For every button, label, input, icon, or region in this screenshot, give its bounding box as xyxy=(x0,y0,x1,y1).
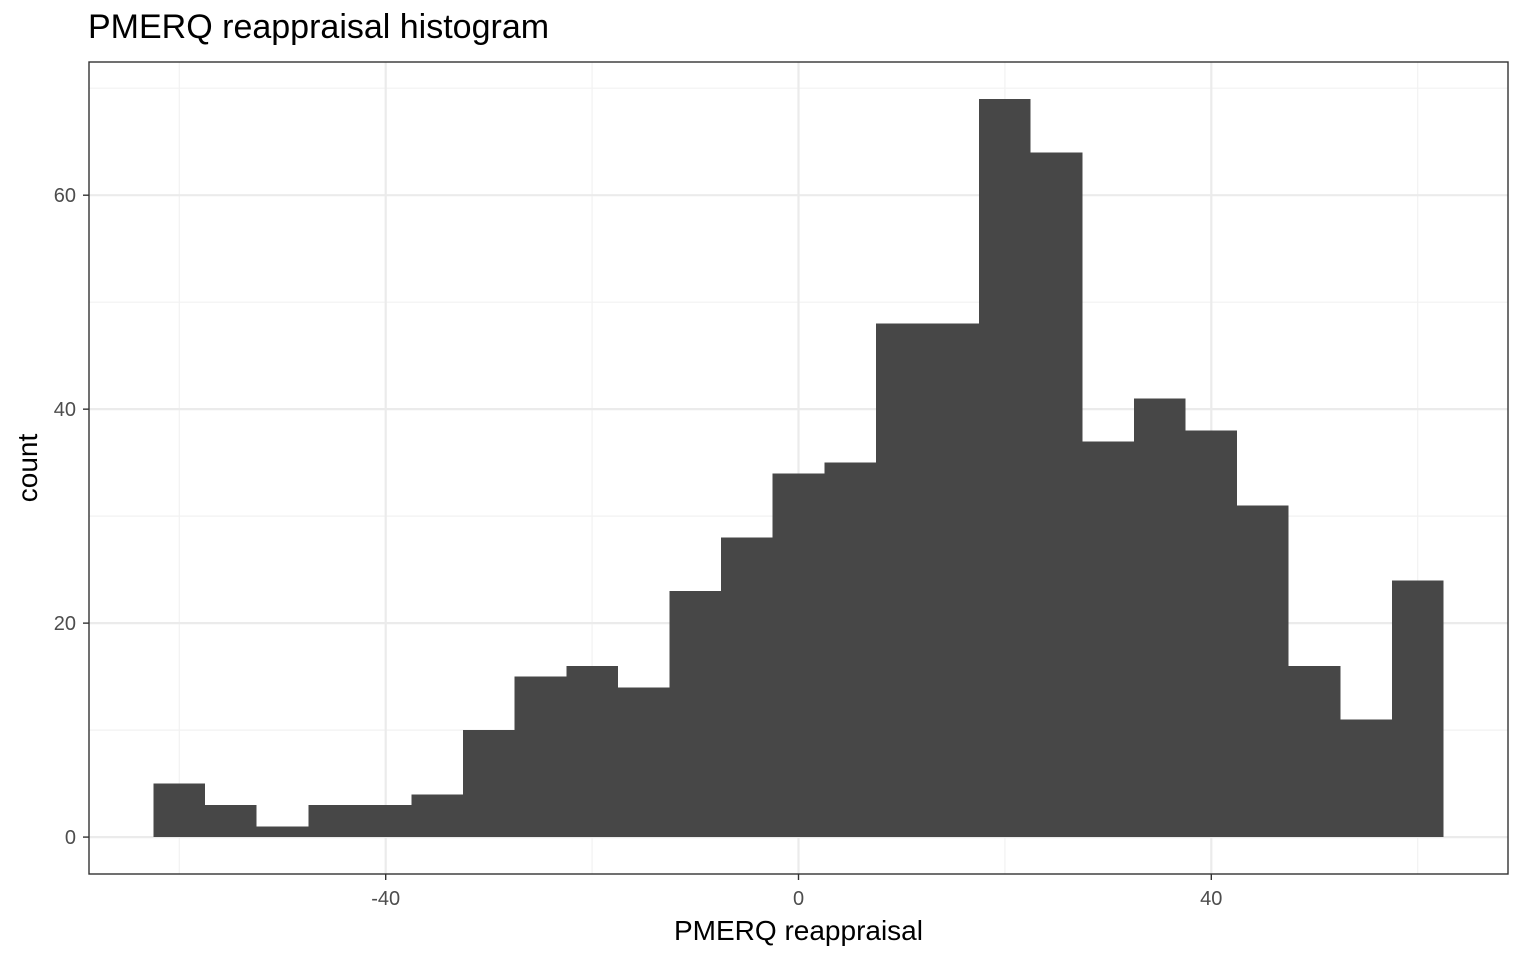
histogram-bar-12 xyxy=(772,473,825,838)
x-tick-label: 0 xyxy=(793,888,804,910)
histogram-bars xyxy=(153,98,1444,838)
histogram-bar-15 xyxy=(927,323,980,838)
histogram-bar-4 xyxy=(359,804,412,838)
histogram-bar-6 xyxy=(463,730,515,838)
histogram-bar-0 xyxy=(153,783,206,838)
histogram-bar-9 xyxy=(617,687,670,838)
y-tick-label: 60 xyxy=(54,185,76,207)
y-tick-label: 20 xyxy=(54,613,76,635)
histogram-bar-10 xyxy=(669,591,722,838)
histogram-bar-16 xyxy=(979,98,1031,838)
histogram-bar-20 xyxy=(1185,430,1238,838)
histogram-bar-8 xyxy=(566,665,618,838)
histogram-bar-21 xyxy=(1237,505,1289,838)
y-tick-label: 0 xyxy=(65,827,76,849)
chart-title: PMERQ reappraisal histogram xyxy=(88,8,550,46)
x-tick-label: -40 xyxy=(371,888,400,910)
y-axis-title: count xyxy=(12,434,43,503)
x-axis-title: PMERQ reappraisal xyxy=(674,915,923,946)
x-axis: -40 0 40 xyxy=(371,874,1222,910)
histogram-bar-7 xyxy=(514,676,567,838)
histogram-bar-11 xyxy=(721,537,773,838)
histogram-bar-23 xyxy=(1340,719,1392,838)
histogram-bar-19 xyxy=(1133,398,1186,838)
histogram-bar-3 xyxy=(308,804,360,838)
histogram-bar-5 xyxy=(411,794,464,838)
x-tick-label: 40 xyxy=(1200,888,1222,910)
histogram-bar-13 xyxy=(824,462,876,838)
histogram-bar-17 xyxy=(1030,152,1083,838)
histogram-bar-18 xyxy=(1082,441,1134,838)
histogram-bar-1 xyxy=(205,804,257,838)
histogram-bar-24 xyxy=(1391,580,1444,838)
histogram-bar-2 xyxy=(256,826,309,838)
histogram-bar-14 xyxy=(875,323,928,838)
y-tick-label: 40 xyxy=(54,399,76,421)
y-axis: 0 20 40 60 xyxy=(54,185,89,849)
histogram-bar-22 xyxy=(1288,665,1341,838)
